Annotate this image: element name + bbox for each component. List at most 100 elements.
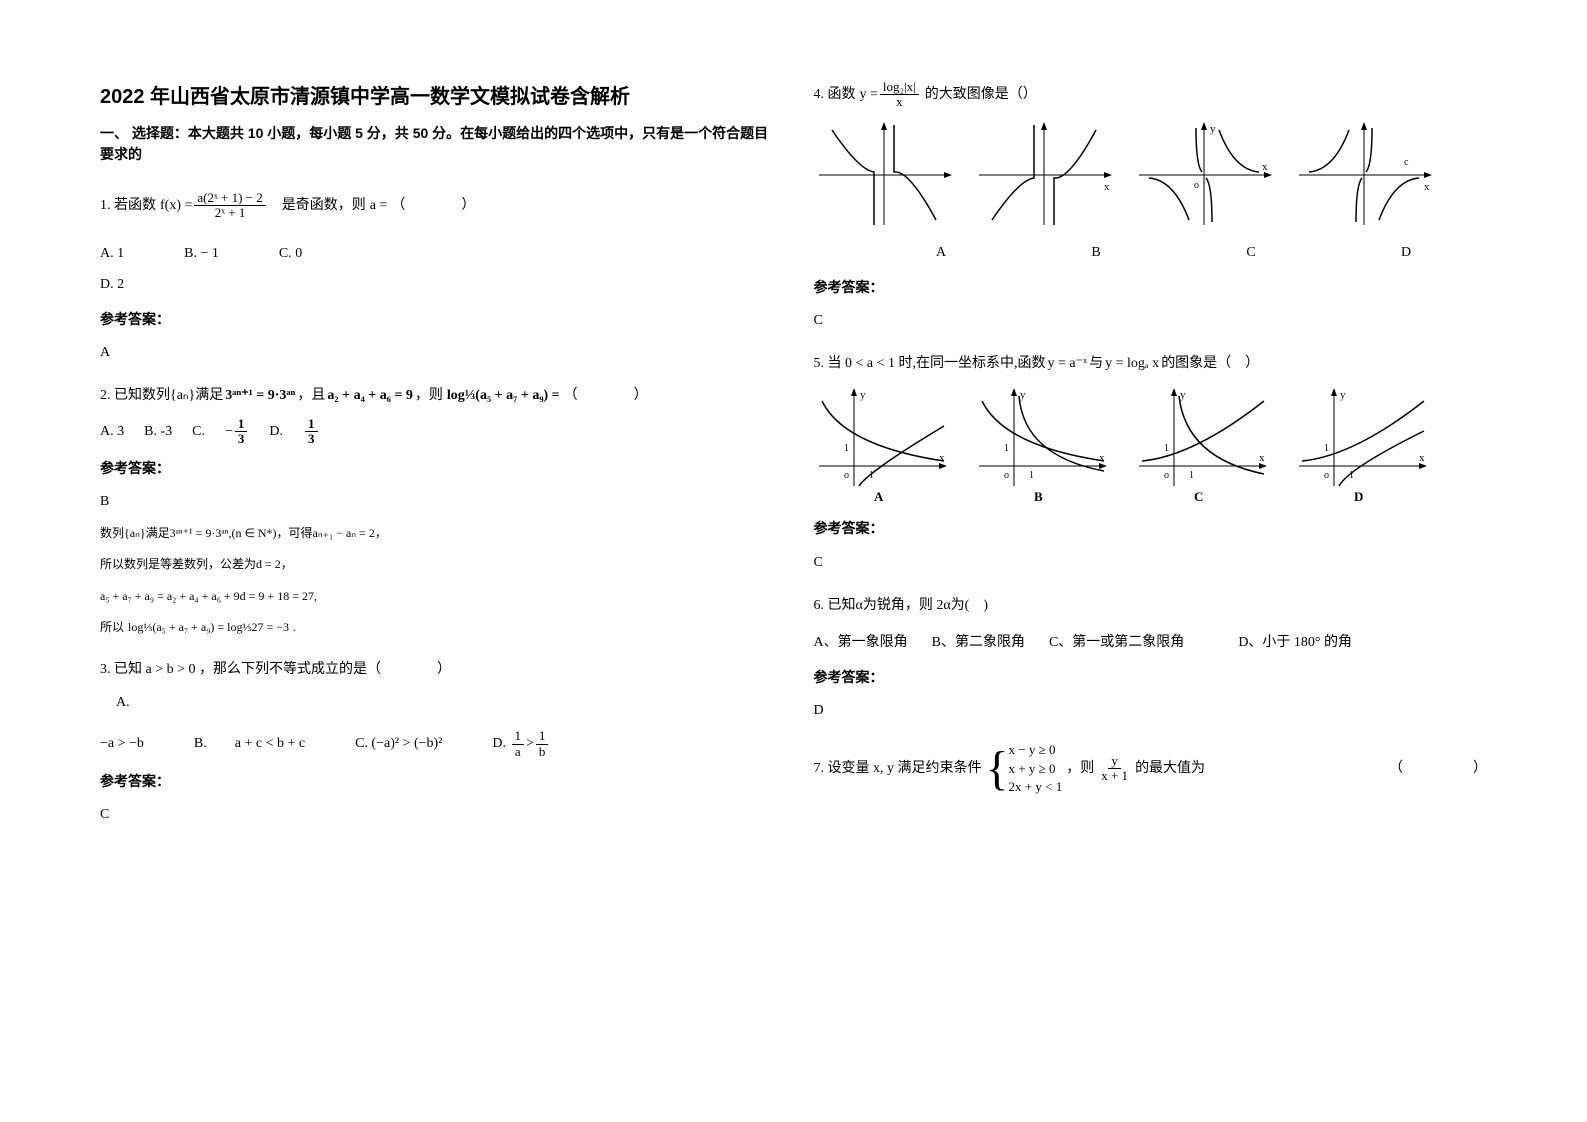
q2-sol4c: .: [293, 617, 296, 639]
q1-stem-b: 是奇函数，则: [282, 193, 366, 218]
answer-label: 参考答案：: [814, 275, 1488, 300]
q2-optd-num: 1: [305, 417, 318, 432]
q2-sol1: 数列{aₙ}满足3ᵃⁿ⁺¹ = 9·3ᵃⁿ,(n ∈ N*)，可得aₙ₊₁ − …: [100, 523, 774, 545]
q5-and: 与: [1089, 351, 1103, 376]
q3-stem: 3. 已知 a > b > 0 ，那么下列不等式成立的是（ ）: [100, 657, 774, 682]
question-6: 6. 已知α为锐角，则 2α为( ) A、第一象限角 B、第二象限角 C、第一或…: [814, 593, 1488, 724]
q5-answer: C: [814, 550, 1488, 575]
q6-opt-b: B、第二象限角: [932, 630, 1025, 655]
q4-label-a: A: [864, 240, 1019, 265]
q4-den: x: [893, 95, 906, 109]
answer-label: 参考答案：: [814, 516, 1488, 541]
q2-stem-b: ，且: [297, 383, 325, 408]
q3-answer: C: [100, 802, 774, 827]
q3-d-fracB-num: 1: [536, 729, 549, 744]
question-7: 7. 设变量 x, y 满足约束条件 { x − y ≥ 0 x + y ≥ 0…: [814, 741, 1488, 796]
svg-text:1: 1: [1004, 443, 1009, 454]
svg-text:y: y: [1340, 389, 1346, 401]
q4-label-b: B: [1019, 240, 1174, 265]
q1-answer: A: [100, 340, 774, 365]
q4-stem-a: 4. 函数: [814, 82, 856, 107]
question-1: 1. 若函数 f(x) = a(2ˣ + 1) − 2 2ˣ + 1 是奇函数，…: [100, 191, 774, 365]
svg-text:1: 1: [844, 443, 849, 454]
question-5: 5. 当 0 < a < 1 时,在同一坐标系中,函数 y = a⁻ˣ 与 y …: [814, 351, 1488, 575]
q3-opt-b: a + c < b + c: [235, 736, 305, 751]
section-intro: 一、 选择题：本大题共 10 小题，每小题 5 分，共 50 分。在每小题给出的…: [100, 123, 774, 165]
q4-num: log₂|x|: [880, 80, 919, 95]
q7-c3: 2x + y < 1: [1009, 778, 1063, 796]
svg-text:c: c: [1404, 157, 1409, 168]
svg-text:y: y: [1180, 389, 1186, 401]
q6-stem: 6. 已知α为锐角，则 2α为( ): [814, 593, 1488, 618]
q2-opt-c-label: C.: [192, 419, 205, 444]
q1-opt-c: C. 0: [279, 241, 302, 266]
q4-answer: C: [814, 308, 1488, 333]
svg-text:o: o: [1324, 470, 1329, 481]
q2-optc-num: 1: [235, 417, 248, 432]
q3-d-fracA-num: 1: [512, 729, 525, 744]
q4-graph-b: x: [974, 120, 1114, 230]
svg-text:B: B: [1034, 489, 1043, 504]
q5-stem-b: 的图象是（ ）: [1161, 351, 1259, 376]
svg-text:x: x: [1099, 452, 1105, 464]
q2-opt-b: B. -3: [144, 419, 172, 444]
svg-text:1: 1: [1324, 443, 1329, 454]
q7-frac-den: x + 1: [1098, 769, 1131, 783]
q1-aeq: a =: [370, 193, 388, 218]
page-title: 2022 年山西省太原市清源镇中学高一数学文模拟试卷含解析: [100, 80, 774, 109]
q1-den: 2ˣ + 1: [212, 206, 249, 220]
svg-text:1: 1: [1189, 470, 1194, 481]
q6-opt-d: D、小于 180° 的角: [1238, 630, 1352, 655]
q7-stem-b: ，则: [1066, 756, 1094, 781]
svg-text:o: o: [1194, 180, 1199, 191]
q3-opt-a: −a > −b: [100, 731, 144, 756]
q2-sol4a: 所以: [100, 617, 124, 639]
q2-stem-c: ，则: [415, 383, 443, 408]
q7-paren: （ ）: [1389, 756, 1487, 781]
q4-graphs: x y xo xc: [814, 120, 1488, 230]
svg-text:x: x: [1104, 181, 1110, 193]
q2-optd-den: 3: [305, 432, 318, 446]
svg-text:x: x: [1424, 181, 1430, 193]
svg-text:o: o: [1004, 470, 1009, 481]
q1-num: a(2ˣ + 1) − 2: [194, 191, 265, 206]
q2-optc-den: 3: [235, 432, 248, 446]
q1-opt-d: D. 2: [100, 277, 124, 292]
q7-stem-a: 7. 设变量 x, y 满足约束条件: [814, 756, 982, 781]
q3-d-gt: >: [526, 731, 534, 756]
q2-opt-d-label: D.: [269, 419, 283, 444]
q4-graph-c: y xo: [1134, 120, 1274, 230]
q5-graph-c: y x o 1 1 C: [1134, 386, 1274, 506]
q7-c1: x − y ≥ 0: [1009, 741, 1063, 759]
q2-stem-a: 2. 已知数列{aₙ}满足: [100, 383, 223, 408]
svg-text:1: 1: [1164, 443, 1169, 454]
question-2: 2. 已知数列{aₙ}满足 3ᵃⁿ⁺¹ = 9·3ᵃⁿ ，且 a₂ + a₄ +…: [100, 383, 774, 639]
q1-opt-a: A. 1: [100, 241, 124, 266]
answer-label: 参考答案：: [814, 665, 1488, 690]
svg-text:C: C: [1194, 489, 1203, 504]
q3-d-fracA-den: a: [512, 745, 524, 759]
q5-stem-a: 5. 当 0 < a < 1 时,在同一坐标系中,函数: [814, 351, 1046, 376]
svg-text:x: x: [1259, 452, 1265, 464]
q4-label-d: D: [1329, 240, 1484, 265]
q4-graph-d: xc: [1294, 120, 1434, 230]
q2-sol4b: log⅓(a₅ + a₇ + a₉) = log⅓27 = −3: [128, 617, 289, 639]
answer-label: 参考答案：: [100, 307, 774, 332]
q2-answer: B: [100, 489, 774, 514]
svg-text:x: x: [939, 452, 945, 464]
q3-d-fracB-den: b: [536, 745, 549, 759]
question-3: 3. 已知 a > b > 0 ，那么下列不等式成立的是（ ） A. −a > …: [100, 657, 774, 827]
q6-answer: D: [814, 698, 1488, 723]
q1-stem-a: 1. 若函数: [100, 193, 156, 218]
q5-exp1: y = a⁻ˣ: [1048, 351, 1088, 376]
svg-text:y: y: [1210, 123, 1216, 135]
q3-opt-b-label: B.: [194, 736, 207, 751]
q2-sol3: a₅ + a₇ + a₉ = a₂ + a₄ + a₆ + 9d = 9 + 1…: [100, 586, 774, 608]
question-4: 4. 函数 y = log₂|x| x 的大致图像是（）: [814, 80, 1488, 333]
q2-exp1: 3ᵃⁿ⁺¹ = 9·3ᵃⁿ: [225, 383, 295, 408]
svg-text:o: o: [1164, 470, 1169, 481]
q5-exp2: y = logₐ x: [1105, 351, 1159, 376]
q1-feq: f(x) =: [160, 193, 192, 218]
q2-log: log⅓(a₅ + a₇ + a₉) =: [447, 383, 560, 408]
q5-graph-b: y x o11 B: [974, 386, 1114, 506]
